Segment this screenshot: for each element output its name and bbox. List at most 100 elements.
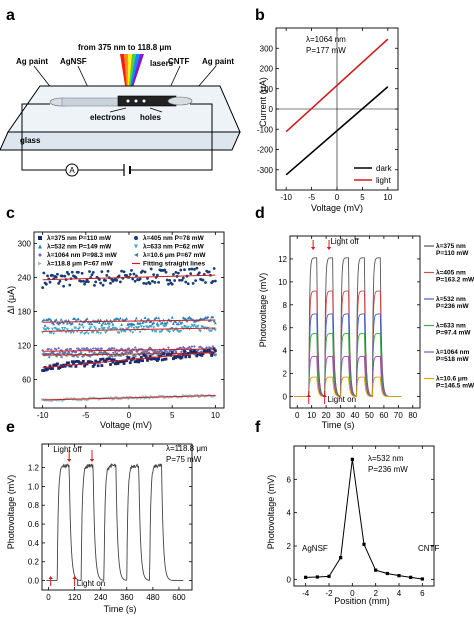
c-data-point	[116, 354, 120, 357]
c-data-point	[86, 332, 90, 336]
c-data-point	[70, 360, 74, 364]
c-data-point	[48, 280, 52, 284]
c-data-point	[188, 267, 191, 271]
panel-a-label: a	[6, 7, 15, 24]
c-data-point	[135, 360, 138, 364]
c-data-point	[146, 277, 149, 280]
c-data-point	[93, 362, 96, 366]
c-data-point	[168, 349, 172, 353]
glass-edge	[0, 131, 241, 151]
c-data-point	[169, 353, 173, 357]
c-data-point	[142, 325, 146, 329]
c-data-point	[168, 330, 172, 334]
f-data-point	[362, 542, 366, 546]
c-data-point	[188, 315, 191, 319]
circuit-wire-left	[21, 103, 66, 171]
c-data-point	[172, 329, 175, 333]
c-data-point	[213, 328, 217, 332]
c-data-point	[111, 351, 115, 355]
c-data-point	[165, 350, 169, 354]
c-data-point	[164, 357, 168, 361]
c-data-point	[117, 274, 121, 278]
c-data-point	[125, 317, 128, 320]
c-data-point	[180, 278, 184, 282]
c-data-point	[95, 348, 99, 352]
c-data-point	[160, 321, 164, 325]
c-data-point	[181, 276, 185, 280]
c-data-point	[191, 325, 195, 328]
c-data-point	[70, 354, 74, 358]
d-series-line	[294, 376, 402, 398]
c-data-point	[112, 347, 116, 350]
c-data-point	[109, 363, 112, 366]
c-data-point	[74, 365, 78, 368]
c-data-point	[184, 325, 188, 329]
cntf-label: CNTF	[168, 57, 189, 66]
b-y-tick-label: 300	[260, 44, 274, 53]
c-data-point	[58, 279, 62, 283]
c-data-point	[173, 279, 177, 282]
panel-d-label: d	[255, 205, 265, 222]
c-data-point	[54, 318, 58, 321]
c-data-point	[132, 323, 136, 326]
f-data-point	[327, 574, 331, 578]
c-data-point	[190, 267, 194, 271]
c-data-point	[101, 357, 105, 361]
c-data-point	[114, 362, 117, 366]
c-data-point	[157, 357, 161, 361]
c-data-point	[149, 325, 153, 329]
e-light-off-arrow-head	[89, 459, 95, 462]
c-data-point	[195, 326, 199, 330]
c-data-point	[209, 346, 212, 350]
e-y-tick-label: 0.6	[28, 520, 40, 529]
d-y-tick-label: 6	[283, 324, 288, 333]
c-data-point	[201, 325, 205, 329]
c-data-point	[212, 319, 216, 323]
c-data-point	[83, 282, 86, 286]
panel-e-thz-photovoltage-chart: e Time (s) Photovoltage (mV) λ=118.8 μm …	[6, 419, 208, 614]
c-data-point	[199, 350, 202, 354]
c-data-point	[192, 267, 196, 271]
c-data-point	[58, 351, 62, 355]
c-data-point	[194, 279, 198, 283]
c-data-point	[79, 279, 83, 283]
c-data-point	[127, 356, 131, 359]
c-data-point	[77, 328, 80, 331]
c-data-point	[86, 280, 90, 284]
c-data-point	[170, 315, 174, 319]
d-x-tick-label: 70	[394, 411, 403, 420]
f-data-point	[397, 574, 401, 578]
c-data-point	[210, 354, 214, 357]
c-data-point	[75, 355, 79, 359]
c-data-point	[195, 266, 199, 270]
c-data-point	[91, 347, 95, 350]
c-data-point	[59, 317, 63, 321]
c-data-point	[125, 359, 128, 362]
d-legend-label: λ=10.6 μm P=146.5 mW	[436, 375, 474, 390]
panel-d-photovoltage-chart: d Time (s) Photovoltage (mV) 0 10 20 30 40 50…	[255, 205, 474, 430]
panel-f-label: f	[255, 419, 261, 436]
c-data-point	[83, 364, 86, 368]
d-light-off-label: Light off	[330, 237, 359, 246]
c-data-point	[72, 361, 75, 365]
c-data-point	[85, 317, 89, 321]
c-data-point	[135, 350, 138, 354]
b-x-axis-label: Voltage (mV)	[311, 203, 363, 213]
c-data-point	[44, 328, 48, 332]
c-data-point	[65, 348, 69, 351]
c-data-point	[149, 347, 153, 351]
c-data-point	[142, 281, 146, 285]
f-y-tick-label: 4	[287, 509, 292, 518]
c-data-point	[88, 270, 91, 273]
c-data-point	[174, 320, 178, 324]
c-data-point	[99, 351, 103, 354]
f-series-line	[305, 459, 423, 580]
c-data-point	[100, 326, 104, 330]
ag-paint-right-blob	[167, 96, 193, 106]
c-data-point	[155, 273, 159, 277]
e-light-off-arrow-head	[66, 459, 72, 462]
f-data-point	[385, 571, 389, 576]
c-data-point	[189, 326, 193, 330]
e-light-on-label: Light on	[77, 579, 105, 588]
c-data-point	[127, 347, 131, 350]
